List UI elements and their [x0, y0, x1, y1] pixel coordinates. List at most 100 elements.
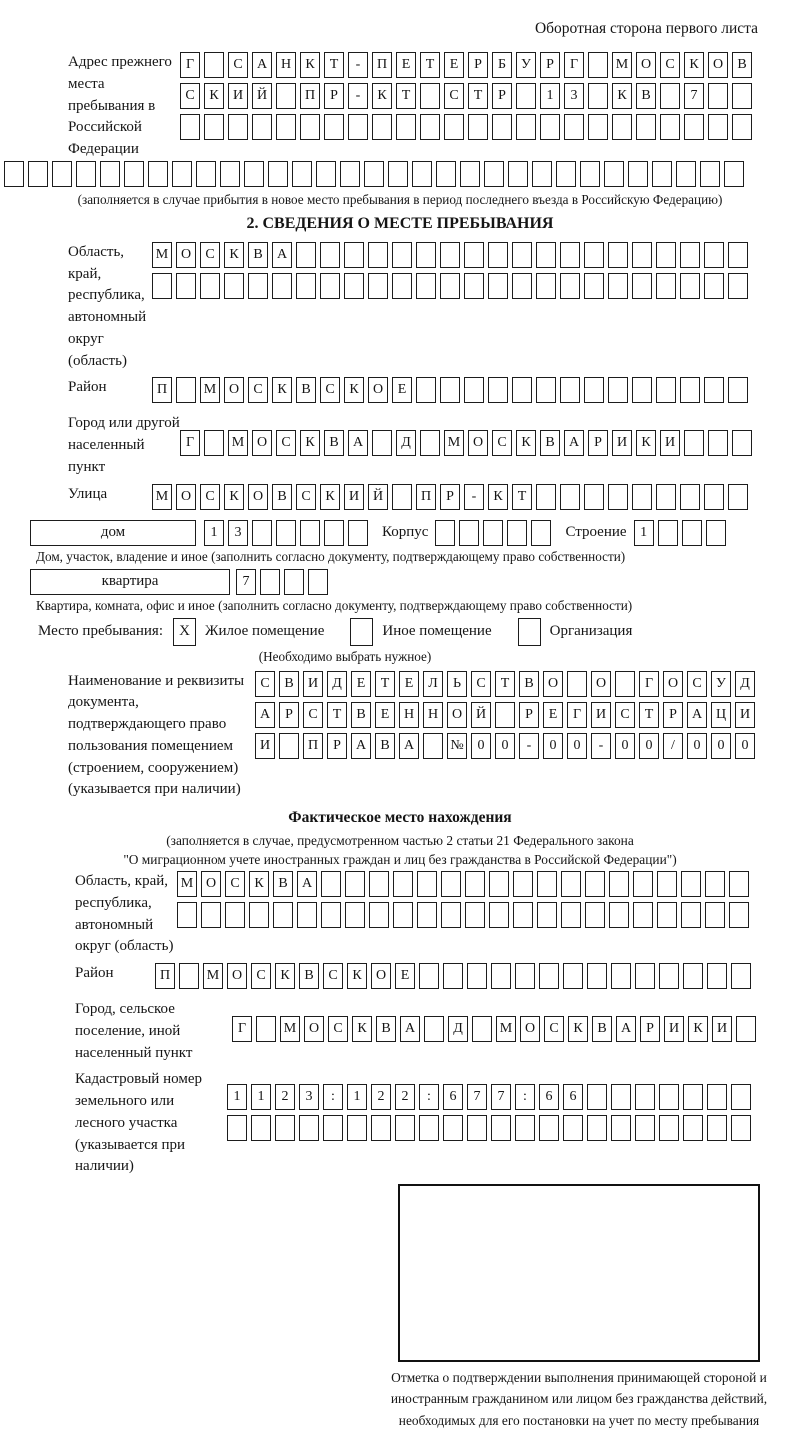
char-cell[interactable]: П	[155, 963, 175, 989]
char-cell[interactable]: В	[279, 670, 299, 697]
char-cell[interactable]: С	[492, 430, 512, 457]
char-cell[interactable]	[683, 963, 703, 989]
char-cell[interactable]	[464, 241, 484, 268]
char-cell[interactable]: 0	[567, 732, 587, 759]
char-cell[interactable]: К	[344, 377, 364, 404]
char-cell[interactable]	[4, 160, 24, 187]
char-cell[interactable]: С	[615, 701, 635, 728]
char-cell[interactable]	[729, 902, 749, 928]
char-cell[interactable]	[728, 272, 748, 299]
char-cell[interactable]	[731, 1115, 751, 1142]
char-cell[interactable]	[396, 114, 416, 140]
char-cell[interactable]	[736, 1016, 756, 1043]
char-cell[interactable]: М	[228, 430, 248, 457]
char-cell[interactable]	[273, 902, 293, 928]
char-cell[interactable]	[656, 241, 676, 268]
char-cell[interactable]	[681, 519, 702, 546]
char-cell[interactable]	[483, 519, 504, 546]
char-cell[interactable]: С	[200, 483, 220, 510]
char-cell[interactable]: П	[416, 483, 436, 510]
char-cell[interactable]	[279, 732, 299, 759]
char-cell[interactable]	[632, 272, 652, 299]
char-cell[interactable]: О	[252, 430, 272, 457]
char-cell[interactable]: Т	[468, 83, 488, 109]
char-cell[interactable]: К	[224, 241, 244, 268]
char-cell[interactable]	[612, 114, 632, 140]
char-cell[interactable]: С	[687, 670, 707, 697]
char-cell[interactable]	[659, 1115, 679, 1142]
char-cell[interactable]: Р	[519, 701, 539, 728]
char-cell[interactable]: 0	[639, 732, 659, 759]
char-cell[interactable]	[320, 241, 340, 268]
char-cell[interactable]: К	[204, 83, 224, 109]
char-cell[interactable]: Ь	[447, 670, 467, 697]
char-cell[interactable]: В	[324, 430, 344, 457]
char-cell[interactable]: -	[464, 483, 484, 510]
char-cell[interactable]	[124, 160, 144, 187]
char-cell[interactable]: П	[372, 52, 392, 78]
char-cell[interactable]	[561, 871, 581, 897]
char-cell[interactable]	[515, 1115, 535, 1142]
char-cell[interactable]	[708, 430, 728, 457]
char-cell[interactable]: С	[323, 963, 343, 989]
char-cell[interactable]: :	[323, 1084, 343, 1111]
char-cell[interactable]	[707, 963, 727, 989]
char-cell[interactable]: В	[732, 52, 752, 78]
char-cell[interactable]: Т	[495, 670, 515, 697]
char-cell[interactable]	[443, 963, 463, 989]
char-cell[interactable]	[488, 241, 508, 268]
char-cell[interactable]	[584, 272, 604, 299]
char-cell[interactable]	[632, 241, 652, 268]
char-cell[interactable]: 1	[204, 519, 224, 546]
char-cell[interactable]: О	[201, 871, 221, 897]
char-cell[interactable]	[276, 83, 296, 109]
char-cell[interactable]	[588, 114, 608, 140]
char-cell[interactable]	[705, 871, 725, 897]
char-cell[interactable]	[507, 519, 528, 546]
char-cell[interactable]: М	[200, 377, 220, 404]
char-cell[interactable]	[225, 902, 245, 928]
checkbox-inoe[interactable]	[350, 617, 374, 646]
char-cell[interactable]: С	[471, 670, 491, 697]
char-cell[interactable]	[700, 160, 720, 187]
char-cell[interactable]	[633, 871, 653, 897]
char-cell[interactable]	[344, 272, 364, 299]
char-cell[interactable]: Р	[468, 52, 488, 78]
char-cell[interactable]: 7	[236, 568, 256, 595]
char-cell[interactable]: О	[248, 483, 268, 510]
char-cell[interactable]	[708, 114, 728, 140]
char-cell[interactable]	[704, 483, 724, 510]
char-cell[interactable]	[201, 902, 221, 928]
char-cell[interactable]	[681, 902, 701, 928]
char-cell[interactable]	[540, 114, 560, 140]
char-cell[interactable]	[636, 114, 656, 140]
char-cell[interactable]: С	[303, 701, 323, 728]
char-cell[interactable]	[724, 160, 744, 187]
char-cell[interactable]	[564, 114, 584, 140]
char-cell[interactable]	[556, 160, 576, 187]
char-cell[interactable]: П	[152, 377, 172, 404]
char-cell[interactable]: С	[320, 377, 340, 404]
char-cell[interactable]: :	[419, 1084, 439, 1111]
char-cell[interactable]	[420, 83, 440, 109]
char-cell[interactable]	[660, 83, 680, 109]
char-cell[interactable]	[393, 871, 413, 897]
char-cell[interactable]: 1	[251, 1084, 271, 1111]
char-cell[interactable]	[393, 902, 413, 928]
char-cell[interactable]	[320, 272, 340, 299]
char-cell[interactable]	[464, 272, 484, 299]
char-cell[interactable]	[536, 483, 556, 510]
char-cell[interactable]	[587, 1084, 607, 1111]
char-cell[interactable]	[176, 272, 196, 299]
char-cell[interactable]: О	[708, 52, 728, 78]
char-cell[interactable]: С	[444, 83, 464, 109]
char-cell[interactable]	[656, 483, 676, 510]
char-cell[interactable]	[657, 902, 677, 928]
char-cell[interactable]: К	[688, 1016, 708, 1043]
char-cell[interactable]	[681, 871, 701, 897]
char-cell[interactable]: В	[273, 871, 293, 897]
char-cell[interactable]	[680, 483, 700, 510]
char-cell[interactable]: Е	[351, 670, 371, 697]
char-cell[interactable]: Г	[232, 1016, 252, 1043]
char-cell[interactable]: Й	[252, 83, 272, 109]
